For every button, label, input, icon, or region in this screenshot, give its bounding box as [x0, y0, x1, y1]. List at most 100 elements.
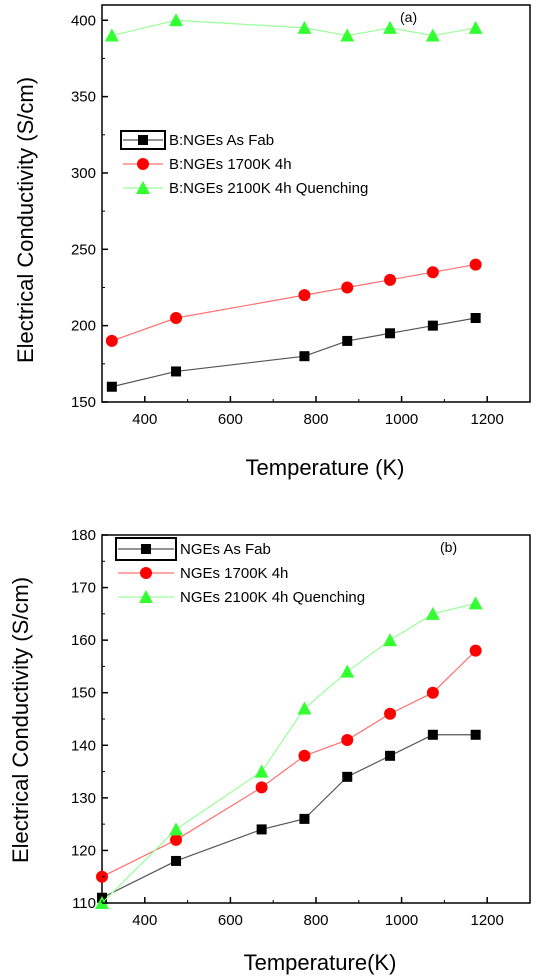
data-point-b-2-5: [383, 633, 398, 647]
panel-label-a: (a): [400, 9, 417, 25]
data-point-a-1-0: [105, 334, 118, 347]
data-point-a-2-6: [468, 20, 483, 34]
x-tick-label-a-3: 1000: [385, 411, 418, 428]
legend-label-b-0: NGEs As Fab: [180, 541, 271, 558]
y-tick-label-b-4: 150: [71, 685, 96, 702]
data-point-b-1-1: [170, 833, 183, 846]
legend-label-a-0: B:NGEs As Fab: [169, 132, 274, 149]
data-point-b-1-6: [426, 686, 439, 699]
x-axis-title-b: Temperature(K): [244, 950, 397, 975]
y-tick-label-a-0: 150: [71, 394, 96, 411]
legend-marker-b-2: [139, 590, 153, 603]
data-point-a-2-2: [297, 20, 312, 34]
data-point-a-0-5: [427, 320, 438, 331]
x-tick-label-b-4: 1200: [471, 912, 504, 929]
y-tick-label-b-5: 160: [71, 632, 96, 649]
y-tick-label-b-7: 180: [71, 527, 96, 544]
legend-marker-a-0: [138, 135, 148, 145]
series-b-0: [97, 729, 481, 903]
legend-label-b-2: NGEs 2100K 4h Quenching: [180, 589, 365, 606]
data-point-a-1-2: [298, 289, 311, 302]
data-point-b-0-4: [342, 771, 353, 782]
data-point-b-1-2: [255, 781, 268, 794]
chart-panel-b: 400 600 800 1000 1200 110 120 130 140 150 160 170 18…: [8, 527, 531, 975]
legend-label-a-1: B:NGEs 1700K 4h: [169, 156, 292, 173]
y-tick-label-b-0: 110: [72, 895, 96, 912]
x-tick-label-a-4: 1200: [471, 411, 504, 428]
data-point-b-2-4: [340, 664, 355, 678]
data-point-b-2-1: [169, 822, 184, 836]
data-point-b-0-5: [385, 750, 396, 761]
data-point-b-2-7: [468, 596, 483, 610]
data-point-a-1-6: [469, 258, 482, 271]
legend-marker-b-0: [141, 544, 151, 554]
plot-frame-a: [101, 4, 531, 403]
legend-highlight-box-a: [120, 130, 166, 150]
data-point-b-0-3: [299, 813, 310, 824]
data-point-a-0-1: [171, 366, 182, 377]
data-point-a-2-1: [169, 13, 184, 27]
y-axis-title-b: Electrical Conductivity (S/cm): [8, 577, 33, 863]
series-b-2: [95, 596, 483, 909]
legend-label-b-1: NGEs 1700K 4h: [180, 565, 288, 582]
panel-label-b: (b): [440, 539, 457, 555]
y-tick-label-a-3: 300: [71, 165, 96, 182]
y-tick-label-b-3: 140: [71, 737, 96, 754]
axes-b: 400 600 800 1000 1200 110 120 130 140 150 160 170 18…: [71, 527, 531, 929]
series-line-a-2: [111, 19, 476, 37]
data-point-a-1-3: [341, 281, 354, 294]
data-point-b-2-6: [425, 606, 440, 620]
series-a-1: [105, 258, 482, 347]
y-tick-label-a-4: 350: [71, 89, 96, 106]
y-tick-label-b-2: 130: [71, 790, 96, 807]
legend-marker-a-1: [137, 158, 149, 170]
x-tick-label-b-1: 600: [218, 912, 243, 929]
series-layer-a: [104, 13, 483, 392]
x-tick-label-a-1: 600: [218, 411, 243, 428]
data-point-a-0-4: [385, 328, 396, 339]
y-tick-label-b-6: 170: [71, 580, 96, 597]
series-line-b-2: [101, 602, 476, 904]
x-tick-label-b-0: 400: [132, 912, 157, 929]
data-point-b-1-5: [384, 707, 397, 720]
data-point-b-1-4: [341, 734, 354, 747]
data-point-b-2-2: [254, 764, 269, 778]
series-line-b-0: [101, 734, 476, 899]
x-axis-title-a: Temperature (K): [246, 455, 405, 480]
data-point-b-0-1: [171, 855, 182, 866]
legend-b: NGEs As Fab NGEs 1700K 4h NGEs 2100K 4h Qu…: [115, 537, 365, 606]
x-tick-label-b-3: 1000: [385, 912, 418, 929]
x-tick-label-a-0: 400: [132, 411, 157, 428]
series-line-a-1: [111, 263, 476, 342]
data-point-a-2-3: [340, 28, 355, 42]
axes-a: 400 600 800 1000 1200 150 200 250 300 350 400: [71, 12, 531, 428]
y-tick-label-a-1: 200: [71, 318, 96, 335]
legend-marker-a-2: [136, 181, 150, 194]
data-point-a-0-2: [299, 351, 310, 362]
y-tick-label-a-2: 250: [71, 241, 96, 258]
series-layer-b: [95, 596, 483, 909]
x-tick-label-a-2: 800: [303, 411, 328, 428]
data-point-a-2-0: [104, 28, 119, 42]
series-line-a-0: [111, 317, 476, 388]
x-tick-label-b-2: 800: [303, 912, 328, 929]
data-point-a-0-6: [470, 313, 481, 324]
y-axis-title-a: Electrical Conductivity (S/cm): [13, 77, 38, 363]
data-point-b-1-3: [298, 749, 311, 762]
series-a-2: [104, 13, 483, 42]
data-point-b-0-2: [256, 824, 267, 835]
data-point-a-1-4: [384, 273, 397, 286]
legend-highlight-box-b: [115, 537, 177, 561]
series-b-1: [96, 644, 482, 883]
data-point-a-2-5: [425, 28, 440, 42]
data-point-b-0-6: [427, 729, 438, 740]
legend-label-a-2: B:NGEs 2100K 4h Quenching: [169, 180, 368, 197]
plot-area-a: [101, 4, 531, 403]
data-point-b-0-7: [470, 729, 481, 740]
data-point-a-0-3: [342, 335, 353, 346]
legend-a: B:NGEs As Fab B:NGEs 1700K 4h B:NGEs 2100K…: [120, 130, 368, 197]
data-point-a-1-1: [170, 312, 183, 325]
series-a-0: [106, 313, 481, 392]
